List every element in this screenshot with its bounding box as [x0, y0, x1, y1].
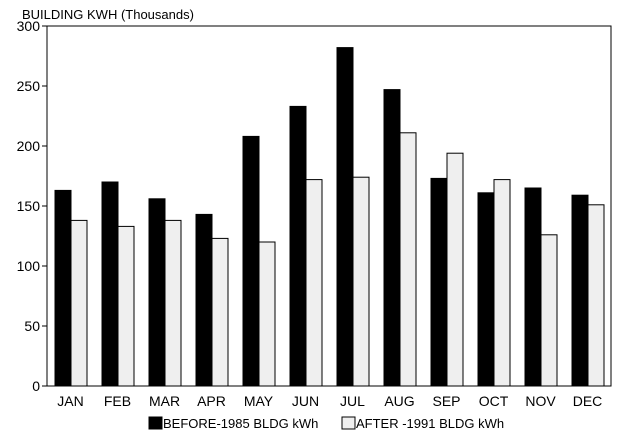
bar-after-dec [587, 204, 605, 387]
x-axis: JAN FEB MAR APR MAY JUN JUL AUG SEP OCT NOV DEC [57, 393, 602, 409]
bars [54, 47, 605, 387]
x-tick-label: JUN [292, 393, 319, 409]
y-tick-label: 150 [17, 198, 41, 214]
bar-before-mar [148, 198, 166, 387]
legend-swatch-before [148, 416, 163, 430]
x-tick-label: JAN [57, 393, 83, 409]
bar-before-jul [336, 47, 354, 387]
bar-before-oct [477, 192, 495, 387]
bar-after-sep [446, 152, 464, 387]
bar-before-may [242, 135, 260, 387]
legend-swatch-after [341, 416, 356, 430]
bar-before-sep [430, 177, 448, 387]
y-tick-label: 200 [17, 138, 41, 154]
y-tick-label: 50 [24, 318, 40, 334]
bar-before-feb [101, 181, 119, 387]
x-tick-label: MAY [244, 393, 274, 409]
x-tick-label: NOV [525, 393, 556, 409]
bar-after-aug [399, 132, 417, 387]
y-tick-label: 300 [17, 18, 41, 34]
bar-after-oct [493, 179, 511, 387]
bar-after-nov [540, 234, 558, 387]
bar-after-jan [70, 219, 88, 387]
bar-before-aug [383, 89, 401, 387]
y-axis: 0 50 100 150 200 250 300 [17, 18, 47, 394]
chart-title: BUILDING KWH (Thousands) [22, 7, 194, 22]
x-tick-label: AUG [384, 393, 414, 409]
bar-before-jan [54, 189, 72, 387]
legend-label-before: BEFORE-1985 BLDG kWh [163, 416, 318, 431]
y-tick-label: 250 [17, 78, 41, 94]
x-tick-label: OCT [479, 393, 509, 409]
bar-before-nov [524, 187, 542, 387]
x-tick-label: SEP [432, 393, 460, 409]
bar-before-dec [571, 194, 589, 387]
x-tick-label: MAR [149, 393, 180, 409]
bar-after-apr [211, 237, 229, 387]
bar-after-feb [117, 225, 135, 387]
bar-after-may [258, 241, 276, 387]
y-tick-label: 0 [32, 378, 40, 394]
x-tick-label: DEC [573, 393, 603, 409]
bar-after-jun [305, 179, 323, 387]
bar-before-apr [195, 213, 213, 387]
legend: BEFORE-1985 BLDG kWh AFTER -1991 BLDG kWh [148, 416, 504, 431]
legend-label-after: AFTER -1991 BLDG kWh [356, 416, 504, 431]
y-tick-label: 100 [17, 258, 41, 274]
bar-before-jun [289, 105, 307, 387]
bar-after-mar [164, 219, 182, 387]
x-tick-label: JUL [340, 393, 365, 409]
plot-frame [46, 25, 612, 387]
x-tick-label: APR [197, 393, 226, 409]
x-tick-label: FEB [104, 393, 131, 409]
bar-after-jul [352, 176, 370, 387]
